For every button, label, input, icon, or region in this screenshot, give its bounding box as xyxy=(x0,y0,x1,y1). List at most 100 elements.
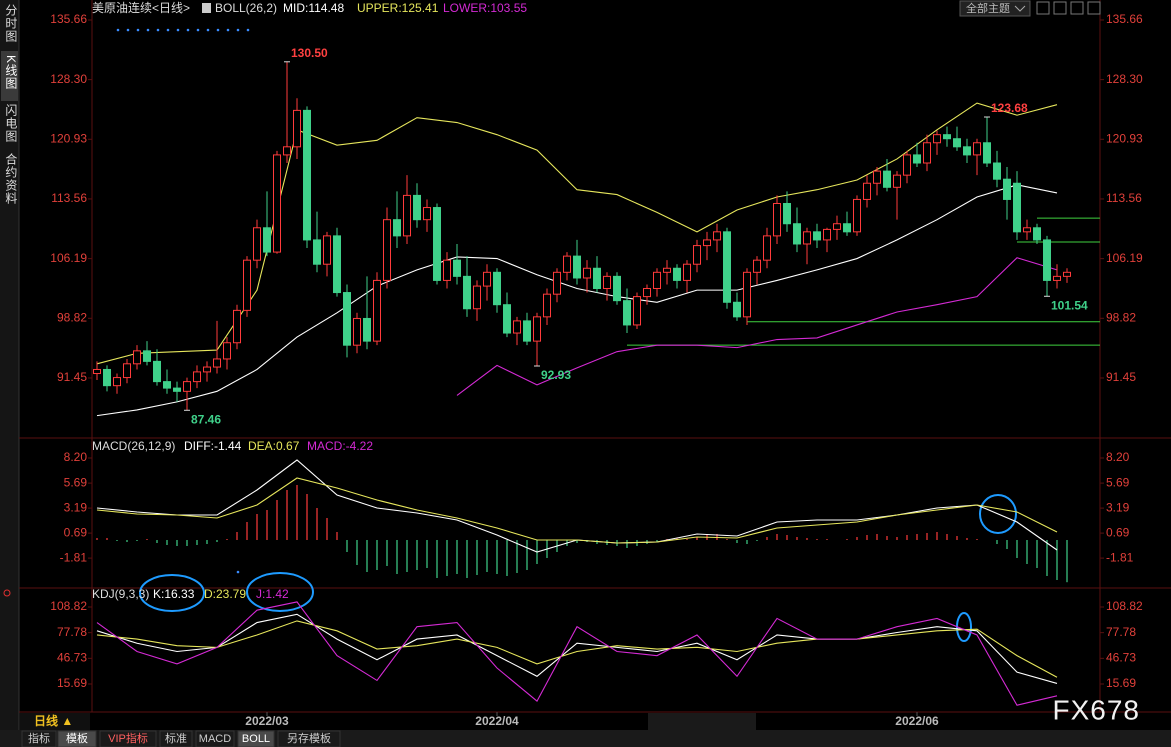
candle-body xyxy=(943,134,951,140)
candle-body xyxy=(803,231,811,245)
candle-body xyxy=(843,223,851,233)
candle-body xyxy=(833,223,841,230)
toolbar-icon[interactable] xyxy=(1087,1,1101,15)
tab-label[interactable]: 模板 xyxy=(66,731,88,745)
extreme-label: 130.50 xyxy=(291,46,328,60)
candle-body xyxy=(703,239,711,247)
indicator-line xyxy=(96,184,1058,417)
indicator-line xyxy=(96,102,1058,365)
tab-label[interactable]: VIP指标 xyxy=(108,731,148,745)
candle-body xyxy=(353,317,361,346)
candle-body xyxy=(113,377,121,387)
watermark: FX678 xyxy=(1053,694,1141,725)
legend-entry: UPPER:125.41 xyxy=(357,1,439,15)
tab[interactable] xyxy=(277,730,341,747)
y-tick-label: 106.19 xyxy=(50,251,87,265)
tab[interactable] xyxy=(237,730,275,747)
y-tick-label: 77.78 xyxy=(57,625,87,639)
tab[interactable] xyxy=(57,730,97,747)
period-box[interactable] xyxy=(20,713,90,730)
candle-body xyxy=(683,263,691,281)
candle-body xyxy=(863,182,871,200)
candle-body xyxy=(463,275,471,310)
candle-body xyxy=(563,255,571,273)
candle-body xyxy=(973,142,981,156)
tab-label[interactable]: 另存模板 xyxy=(287,731,331,745)
y-tick-label: 91.45 xyxy=(1106,370,1136,384)
chart-title: 美原油连续<日线> xyxy=(92,0,190,15)
candle-body xyxy=(953,138,961,148)
candle-body xyxy=(233,309,241,344)
indicator-icon xyxy=(202,3,211,13)
legend-entry: DIFF:-1.44 xyxy=(184,439,242,453)
tab[interactable] xyxy=(195,730,235,747)
candle-body xyxy=(1053,275,1061,281)
candle-body xyxy=(913,154,921,164)
y-tick-label: 128.30 xyxy=(50,72,87,86)
candle-body xyxy=(173,387,181,392)
candle-body xyxy=(983,142,991,164)
tab-label[interactable]: BOLL xyxy=(242,733,270,745)
y-tick-label: 3.19 xyxy=(64,500,88,514)
sidebar-tab[interactable]: 合约资料 xyxy=(4,152,18,205)
legend-entry: LOWER:103.55 xyxy=(443,1,527,15)
candle-body xyxy=(483,271,491,287)
candle-body xyxy=(433,207,441,281)
candle-body xyxy=(103,368,111,387)
y-tick-label: 108.82 xyxy=(1106,599,1143,613)
y-tick-label: 113.56 xyxy=(1106,191,1142,205)
candle-body xyxy=(853,198,861,233)
legend-entry: K:16.33 xyxy=(153,587,195,601)
candle-body xyxy=(1033,227,1041,241)
y-tick-label: 5.69 xyxy=(64,475,88,489)
candle-body xyxy=(513,320,521,334)
extreme-label: 92.93 xyxy=(541,368,571,382)
candle-body xyxy=(373,279,381,342)
sidebar-tab[interactable]: 分时图 xyxy=(4,4,18,43)
tab[interactable] xyxy=(21,730,57,747)
candle-body xyxy=(293,109,301,148)
legend-entry: D:23.79 xyxy=(204,587,246,601)
candle-body xyxy=(653,271,661,290)
marker-dot xyxy=(236,570,240,574)
tab[interactable] xyxy=(99,730,157,747)
candle-body xyxy=(423,207,431,221)
sidebar-tab[interactable]: 闪电图 xyxy=(4,104,18,143)
toolbar-icon[interactable] xyxy=(1070,1,1084,15)
dot-row xyxy=(116,28,250,32)
dropdown-icon xyxy=(1014,5,1026,12)
plot-area xyxy=(96,601,1058,706)
y-tick-label: 0.69 xyxy=(1106,525,1130,539)
theme-button[interactable] xyxy=(959,0,1031,17)
x-tick-label: 2022/06 xyxy=(895,714,939,728)
period-label[interactable]: 日线 ▲ xyxy=(34,713,73,728)
date-highlight xyxy=(648,713,756,730)
extreme-label: 87.46 xyxy=(191,412,221,426)
legend-entry: MID:114.48 xyxy=(283,1,344,15)
tab-label[interactable]: MACD xyxy=(199,733,231,745)
y-tick-label: 0.69 xyxy=(64,525,88,539)
candle-body xyxy=(313,239,321,265)
candle-body xyxy=(823,228,831,241)
candle-body xyxy=(273,154,281,253)
candle-body xyxy=(163,381,171,389)
candle-body xyxy=(593,267,601,290)
panel-icon[interactable] xyxy=(3,589,11,597)
highlight-circle xyxy=(979,494,1017,534)
y-tick-label: 106.19 xyxy=(1106,251,1143,265)
legend-entry: J:1.42 xyxy=(256,587,289,601)
candle-body xyxy=(153,360,161,383)
toolbar-icon[interactable] xyxy=(1053,1,1067,15)
tab-label[interactable]: 标准 xyxy=(165,731,187,745)
indicator-line xyxy=(96,613,1058,684)
sidebar-tab[interactable]: K线图 xyxy=(4,55,18,90)
tab[interactable] xyxy=(159,730,193,747)
toolbar-icon[interactable] xyxy=(1036,1,1050,15)
tab-label[interactable]: 指标 xyxy=(28,731,50,745)
indicator-line xyxy=(96,601,1058,706)
y-tick-label: 46.73 xyxy=(57,651,87,665)
candle-body xyxy=(733,301,741,318)
plot-area xyxy=(93,61,1100,417)
